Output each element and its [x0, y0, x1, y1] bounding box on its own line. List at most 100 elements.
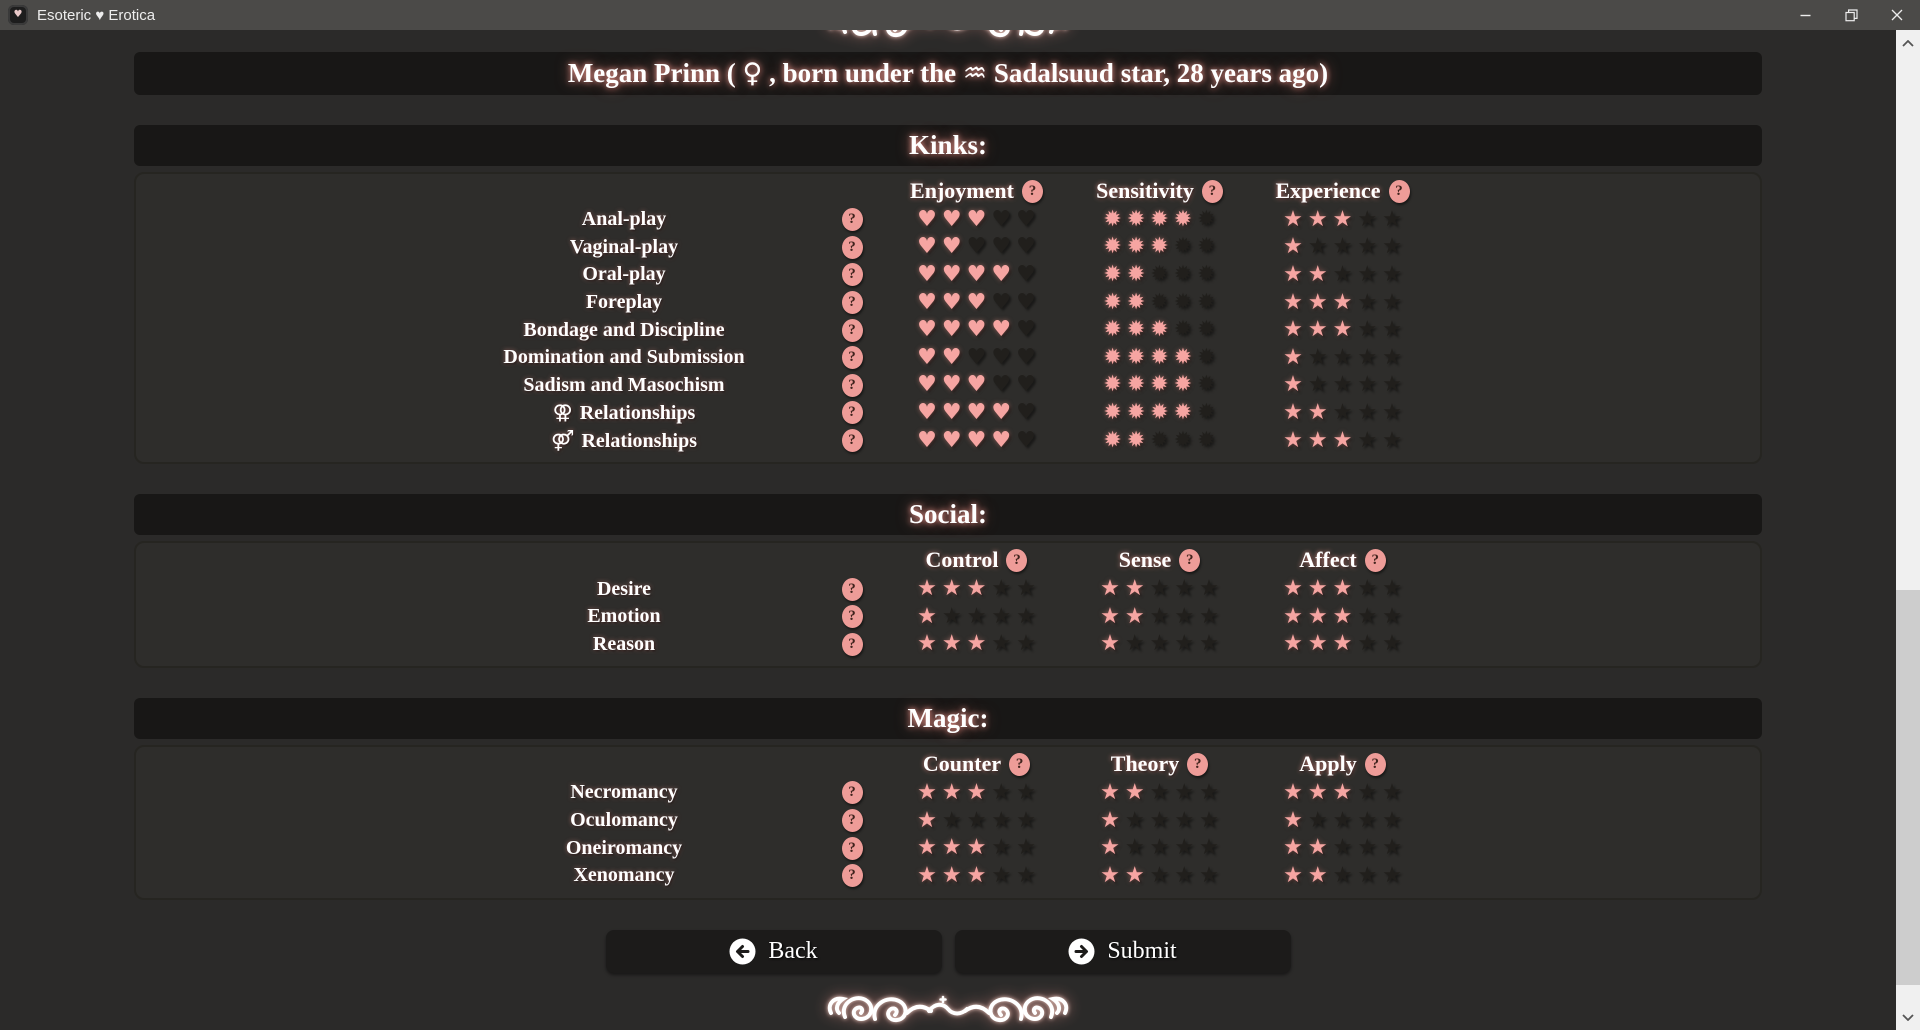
star-icon: ★ [1283, 372, 1303, 398]
window-title: Esoteric ♥ Erotica [37, 6, 156, 24]
help-icon[interactable]: ? [841, 208, 863, 232]
help-icon[interactable]: ? [1364, 548, 1386, 572]
submit-button[interactable]: Submit [954, 929, 1291, 973]
star-icon: ★ [1283, 289, 1303, 315]
help-icon[interactable]: ? [841, 809, 863, 833]
help-icon[interactable]: ? [1021, 179, 1043, 203]
star-icon: ★ [1100, 603, 1120, 629]
section-table-kinks: Enjoyment? Sensitivity? Experience? Anal-pl… [429, 176, 1760, 454]
star-icon: ★ [1283, 576, 1303, 602]
flower-icon: ✹ [1126, 399, 1146, 425]
rating-enjoyment: ♥ ♥ ♥ ♥ ♥ [885, 263, 1068, 286]
heart-icon: ♥ [966, 317, 987, 343]
star-icon: ★ [1307, 206, 1328, 232]
column-header-label: Theory [1110, 751, 1180, 777]
heart-icon: ♥ [917, 317, 937, 343]
star-icon: ★ [1357, 317, 1378, 343]
help-icon[interactable]: ? [841, 373, 863, 397]
star-icon: ★ [991, 835, 1012, 861]
help-icon[interactable]: ? [1179, 548, 1201, 572]
help-icon[interactable]: ? [841, 781, 863, 805]
star-icon: ★ [1199, 779, 1219, 805]
section-table-magic: Counter? Theory? Apply? Necromancy? ★ ★ ★ ★ ★ ★ ★ ★… [429, 749, 1760, 889]
star-icon: ★ [941, 835, 962, 861]
heart-icon: ♥ [966, 344, 987, 370]
scroll-down-button[interactable] [1896, 1004, 1920, 1030]
rating-enjoyment: ♥ ♥ ♥ ♥ ♥ [885, 401, 1068, 424]
star-icon: ★ [1332, 317, 1353, 343]
star-icon: ★ [1307, 779, 1328, 805]
help-icon[interactable]: ? [841, 235, 863, 259]
column-header-label: Affect [1299, 547, 1357, 573]
star-icon: ★ [917, 631, 937, 657]
help-icon[interactable]: ? [841, 346, 863, 370]
column-header-sense: Sense? [1068, 547, 1251, 573]
help-icon[interactable]: ? [841, 577, 863, 601]
star-icon: ★ [991, 779, 1012, 805]
help-icon[interactable]: ? [1388, 179, 1410, 203]
restore-button[interactable] [1828, 0, 1874, 30]
rating-experience: ★ ★ ★ ★ ★ [1251, 319, 1434, 341]
rating-control: ★ ★ ★ ★ ★ [885, 578, 1068, 600]
scrollbar[interactable] [1896, 30, 1920, 1030]
rating-experience: ★ ★ ★ ★ ★ [1251, 289, 1434, 315]
help-icon[interactable]: ? [841, 291, 863, 315]
flower-icon: ✹ [1197, 317, 1216, 343]
star-icon: ★ [917, 576, 937, 602]
help-icon[interactable]: ? [841, 401, 863, 425]
help-icon[interactable]: ? [1009, 752, 1031, 776]
section-panel-magic: Counter? Theory? Apply? Necromancy? ★ ★ ★ ★ ★ ★ ★ ★… [134, 745, 1762, 900]
help-icon[interactable]: ? [841, 836, 863, 860]
help-icon[interactable]: ? [841, 263, 863, 287]
close-button[interactable] [1874, 0, 1920, 30]
help-icon[interactable]: ? [841, 864, 863, 888]
minimize-icon [1800, 14, 1810, 16]
chevron-up-icon [1902, 39, 1914, 47]
scrollbar-thumb[interactable] [1896, 590, 1920, 985]
star-icon: ★ [1332, 234, 1353, 260]
column-header-label: Sensitivity [1096, 178, 1194, 203]
flower-icon: ✹ [1126, 317, 1146, 343]
help-icon[interactable]: ? [1364, 752, 1386, 776]
rating-affect: ★ ★ ★ ★ ★ [1251, 605, 1434, 628]
star-icon: ★ [1307, 576, 1328, 602]
row-label: Oculomancy [570, 809, 678, 832]
heart-icon: ♥ [966, 427, 987, 453]
row-help-cell: ? [819, 235, 885, 259]
star-icon: ★ [1382, 344, 1402, 370]
star-icon: ★ [1332, 206, 1353, 232]
star-icon: ★ [1100, 807, 1120, 833]
star-icon: ★ [1124, 862, 1145, 888]
row-label: Necromancy [570, 781, 678, 804]
star-icon: ★ [966, 603, 987, 629]
scroll-up-button[interactable] [1896, 30, 1920, 56]
star-icon: ★ [1332, 835, 1353, 861]
heart-icon: ♥ [1016, 317, 1036, 343]
help-icon[interactable]: ? [841, 605, 863, 629]
star-icon: ★ [1307, 261, 1328, 287]
minimize-button[interactable] [1782, 0, 1828, 30]
chevron-down-icon [1902, 1013, 1914, 1021]
help-icon[interactable]: ? [1187, 752, 1209, 776]
help-icon[interactable]: ? [841, 632, 863, 656]
star-icon: ★ [966, 807, 987, 833]
help-icon[interactable]: ? [841, 429, 863, 453]
help-icon[interactable]: ? [1201, 179, 1223, 203]
star-icon: ★ [1357, 862, 1378, 888]
row-help-cell: ? [819, 373, 885, 397]
star-icon: ★ [1357, 835, 1378, 861]
help-icon[interactable]: ? [1006, 548, 1028, 572]
star-icon: ★ [1332, 372, 1353, 398]
back-button[interactable]: Back [605, 929, 942, 973]
star-icon: ★ [1382, 206, 1402, 232]
star-icon: ★ [1199, 807, 1219, 833]
help-icon[interactable]: ? [841, 318, 863, 342]
star-icon: ★ [966, 779, 987, 805]
star-icon: ★ [1283, 317, 1303, 343]
star-icon: ★ [1283, 427, 1303, 453]
row-label: Anal-play [581, 208, 667, 231]
star-icon: ★ [1199, 576, 1219, 602]
star-icon: ★ [1174, 631, 1195, 657]
flower-icon: ✹ [1103, 344, 1122, 370]
star-icon: ★ [1332, 631, 1353, 657]
